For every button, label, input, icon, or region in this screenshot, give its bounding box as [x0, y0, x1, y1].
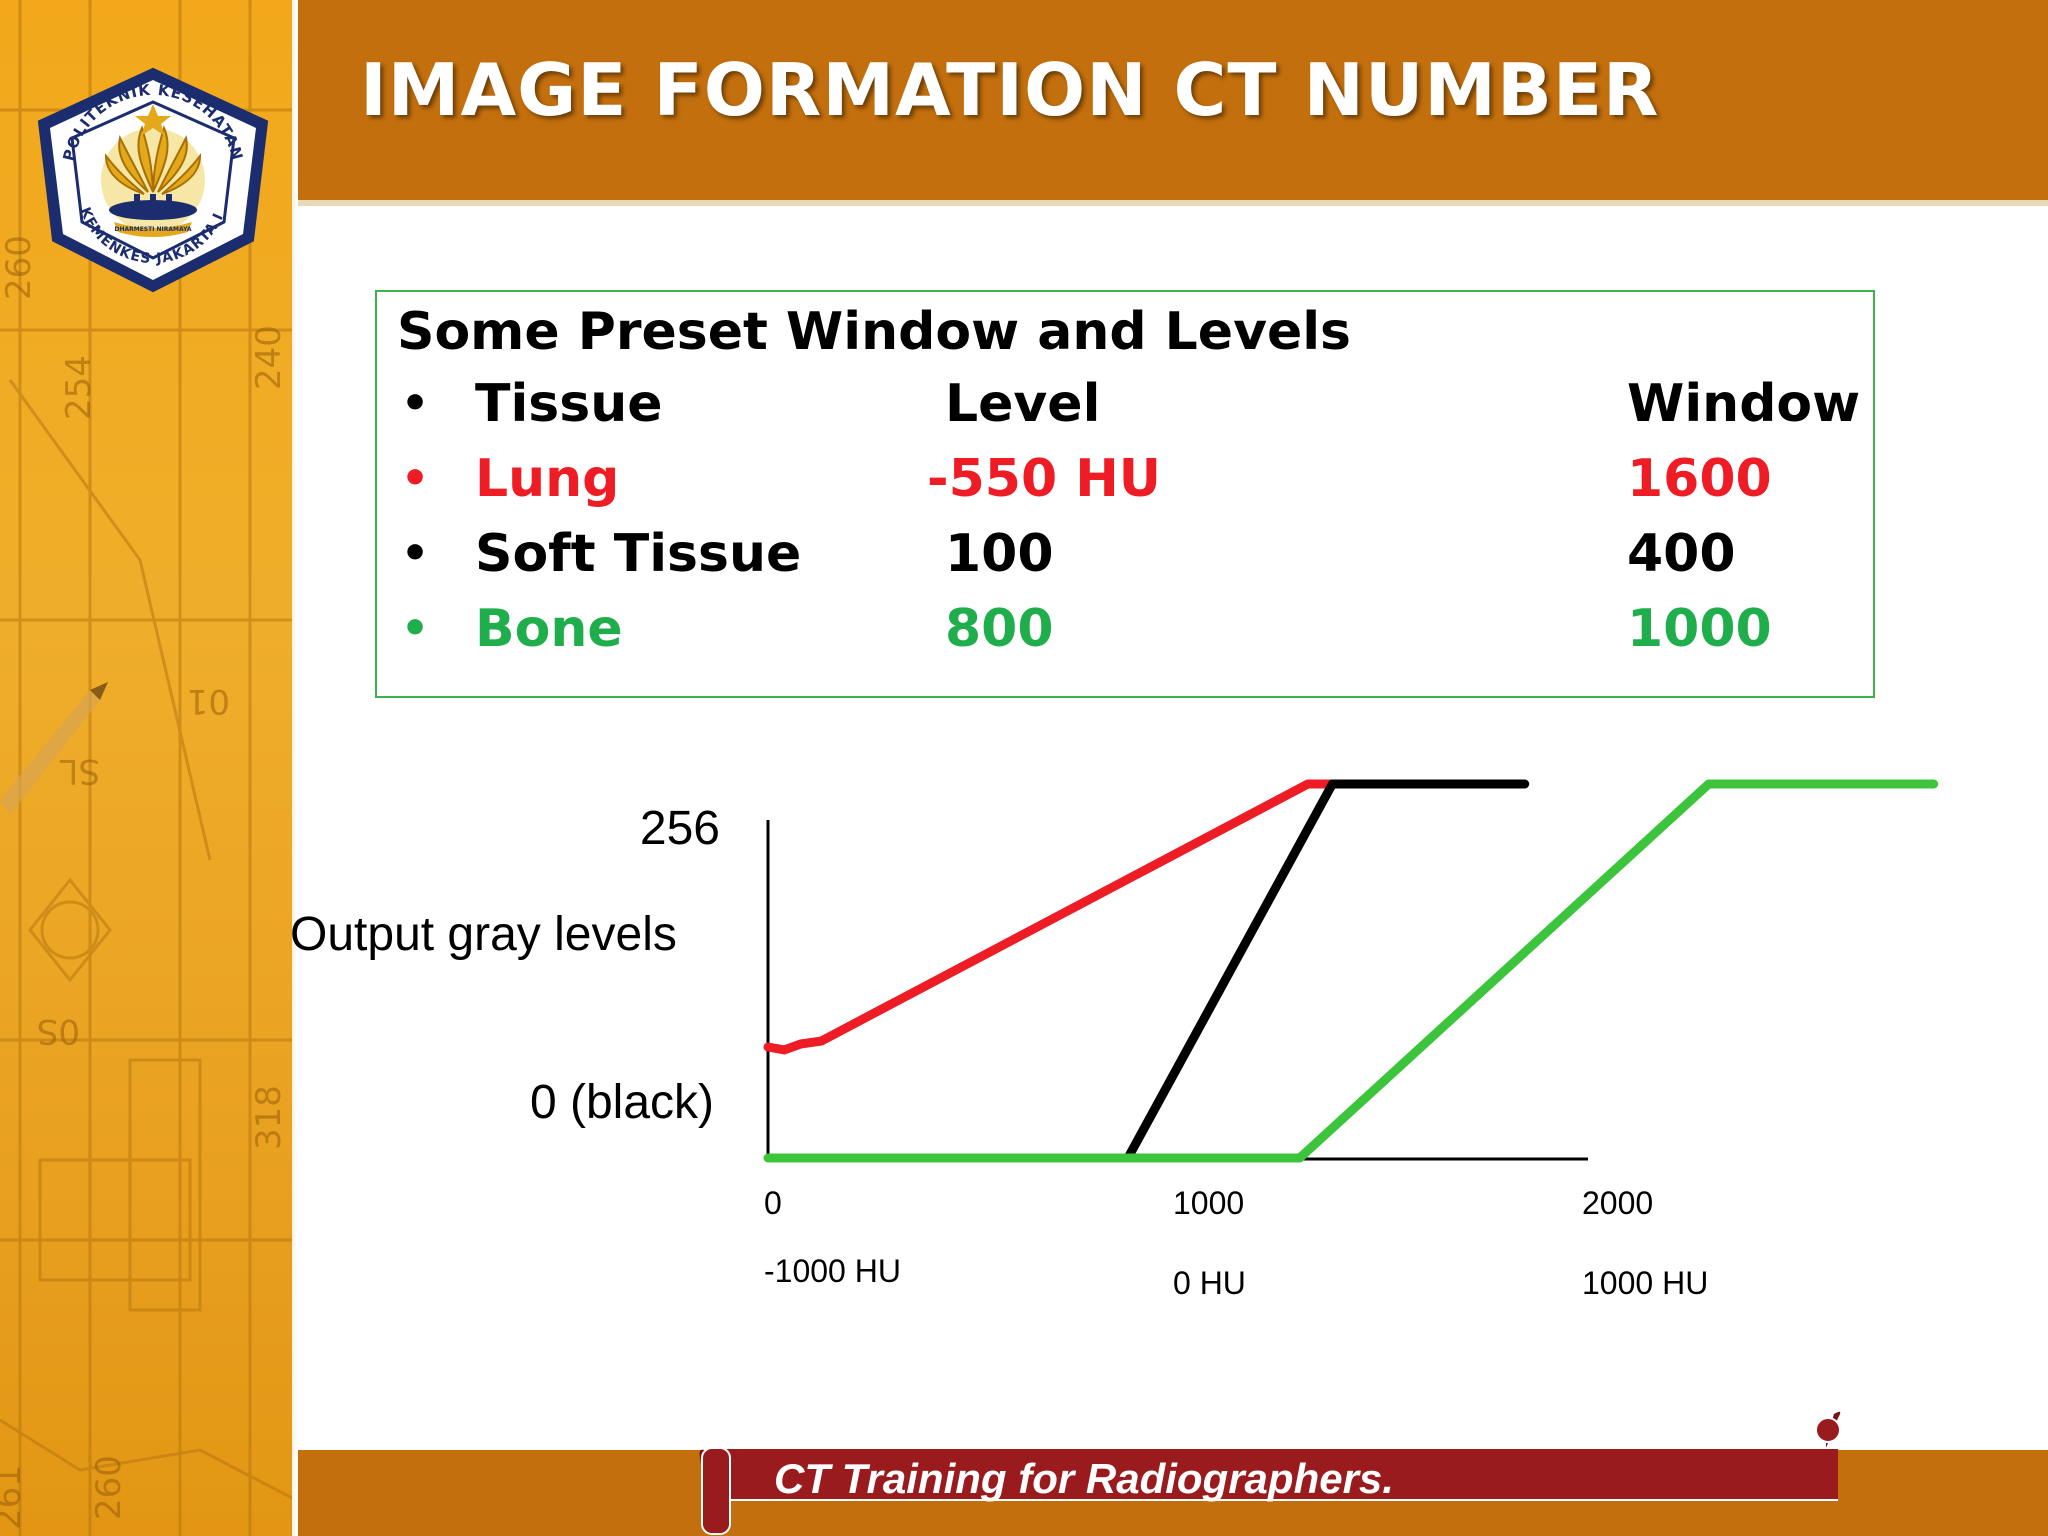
- svg-text:261: 261: [0, 1465, 29, 1530]
- row-window: 1000: [1627, 599, 1772, 659]
- svg-text:SL: SL: [59, 751, 100, 791]
- lung-curve: [763, 779, 1530, 1055]
- row-tissue: Lung: [475, 449, 620, 509]
- y-axis-title: Output gray levels: [290, 908, 677, 961]
- preset-row-soft-tissue: • Soft Tissue 100 400: [377, 524, 1873, 598]
- band-divider: [292, 0, 297, 1536]
- header-bar: IMAGE FORMATION CT NUMBER: [298, 0, 2048, 206]
- row-window: 1600: [1627, 449, 1772, 509]
- soft-tissue-curve: [1123, 779, 1530, 1163]
- row-level: 100: [945, 524, 1054, 584]
- row-level: 800: [945, 599, 1054, 659]
- svg-text:254: 254: [59, 355, 99, 420]
- x-tick-hu-label: -1000 HU: [764, 1253, 901, 1289]
- column-header-level: Level: [945, 374, 1101, 434]
- svg-text:01: 01: [187, 681, 230, 721]
- institution-logo: POLITEKNIK KESEHATAN KEMENKES JAKARTA II…: [30, 64, 269, 293]
- bone-curve: [763, 779, 1939, 1163]
- row-tissue: Soft Tissue: [475, 524, 802, 584]
- x-tick-hu-label: 1000 HU: [1582, 1265, 1708, 1301]
- bullet-icon: •: [401, 453, 430, 504]
- y-label-top: 256: [640, 802, 720, 855]
- bullet-icon: •: [401, 378, 430, 429]
- svg-text:260: 260: [89, 1455, 129, 1520]
- footer-text: CT Training for Radiographers.: [774, 1455, 1394, 1502]
- column-header-window: Window: [1627, 374, 1861, 434]
- x-tick-hu-label: 0 HU: [1173, 1265, 1246, 1301]
- row-tissue: Bone: [475, 599, 623, 659]
- column-header-tissue: Tissue: [475, 374, 663, 434]
- preset-row-lung: • Lung -550 HU 1600: [377, 449, 1873, 523]
- x-tick-label: 0: [764, 1185, 782, 1221]
- x-tick-label: 2000: [1582, 1185, 1653, 1221]
- preset-window-levels-box: Some Preset Window and Levels • Tissue L…: [375, 290, 1875, 698]
- x-tick-label: 1000: [1173, 1185, 1244, 1221]
- logo-ribbon-text: DHARMESTI NIRAMAYA: [114, 226, 191, 233]
- preset-header-row: • Tissue Level Window: [377, 374, 1873, 448]
- row-window: 400: [1627, 524, 1736, 584]
- svg-text:0S: 0S: [37, 1011, 80, 1051]
- bullet-icon: •: [401, 603, 430, 654]
- bullet-icon: •: [401, 528, 430, 579]
- y-label-bottom: 0 (black): [530, 1076, 714, 1129]
- svg-text:260: 260: [0, 235, 39, 300]
- svg-text:240: 240: [249, 325, 289, 390]
- svg-text:318: 318: [249, 1085, 289, 1150]
- row-level: -550 HU: [927, 449, 1161, 509]
- preset-row-bone: • Bone 800 1000: [377, 599, 1873, 673]
- preset-heading: Some Preset Window and Levels: [397, 302, 1352, 362]
- slide-title: IMAGE FORMATION CT NUMBER: [360, 48, 1660, 132]
